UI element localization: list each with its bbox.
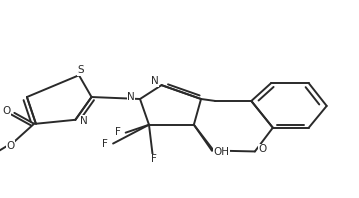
- Text: O: O: [3, 106, 10, 116]
- Text: O: O: [7, 141, 15, 150]
- Text: O: O: [259, 144, 267, 154]
- Text: OH: OH: [214, 148, 229, 157]
- Text: N: N: [151, 76, 159, 86]
- Text: S: S: [78, 65, 84, 75]
- Text: N: N: [127, 92, 135, 102]
- Text: F: F: [151, 154, 157, 164]
- Text: F: F: [115, 127, 121, 137]
- Text: F: F: [102, 139, 108, 148]
- Text: N: N: [80, 116, 88, 126]
